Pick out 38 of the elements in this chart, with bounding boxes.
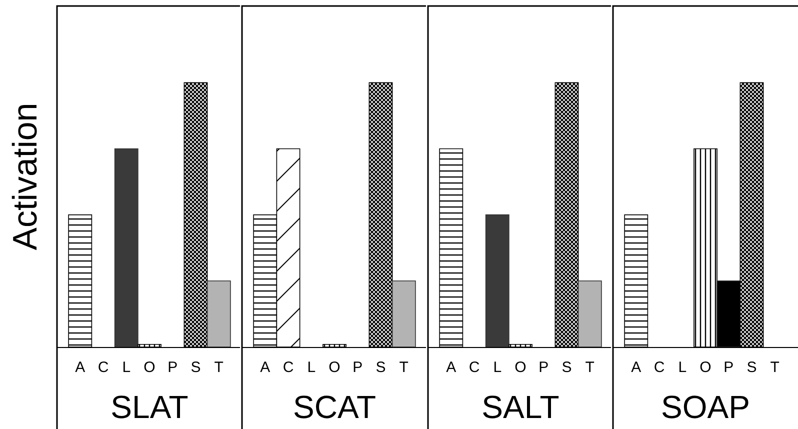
x-tick-label: C	[98, 359, 109, 376]
x-tick-label: T	[584, 359, 594, 376]
x-tick-label: A	[630, 359, 641, 376]
bar	[392, 280, 416, 347]
x-tick-label: S	[561, 359, 572, 376]
bar	[114, 148, 138, 347]
x-axis-title: SLAT	[110, 388, 188, 425]
x-tick-label: P	[723, 359, 734, 376]
x-axis-title: SCAT	[293, 388, 376, 425]
x-tick-label: L	[678, 359, 686, 376]
x-tick-label: A	[260, 359, 270, 376]
x-axis-title: SALT	[481, 388, 559, 425]
x-tick-label: A	[75, 359, 86, 376]
x-tick-label: O	[144, 359, 156, 376]
x-tick-label: L	[492, 359, 502, 376]
x-tick-label: T	[770, 359, 780, 376]
x-tick-label: P	[168, 359, 178, 376]
x-tick-label: P	[538, 359, 548, 376]
y-axis-title: Activation	[6, 102, 45, 250]
bar	[206, 280, 231, 347]
x-tick-label: O	[328, 359, 341, 376]
x-tick-label: S	[190, 359, 201, 376]
x-tick-label: O	[514, 359, 526, 376]
x-tick-label: C	[654, 359, 665, 376]
x-tick-label: O	[699, 359, 712, 376]
bar	[577, 280, 602, 347]
x-tick-label: A	[446, 359, 456, 376]
x-tick-label: L	[307, 359, 316, 376]
x-tick-label: T	[214, 359, 224, 376]
x-tick-label: L	[122, 359, 131, 376]
x-axis-title: SOAP	[660, 388, 750, 425]
x-tick-label: T	[400, 359, 409, 376]
x-tick-label: P	[352, 359, 363, 376]
x-tick-label: S	[376, 359, 386, 376]
bar	[484, 214, 509, 347]
x-tick-label: S	[746, 359, 757, 376]
x-tick-label: C	[468, 359, 480, 376]
x-tick-label: C	[283, 359, 294, 376]
